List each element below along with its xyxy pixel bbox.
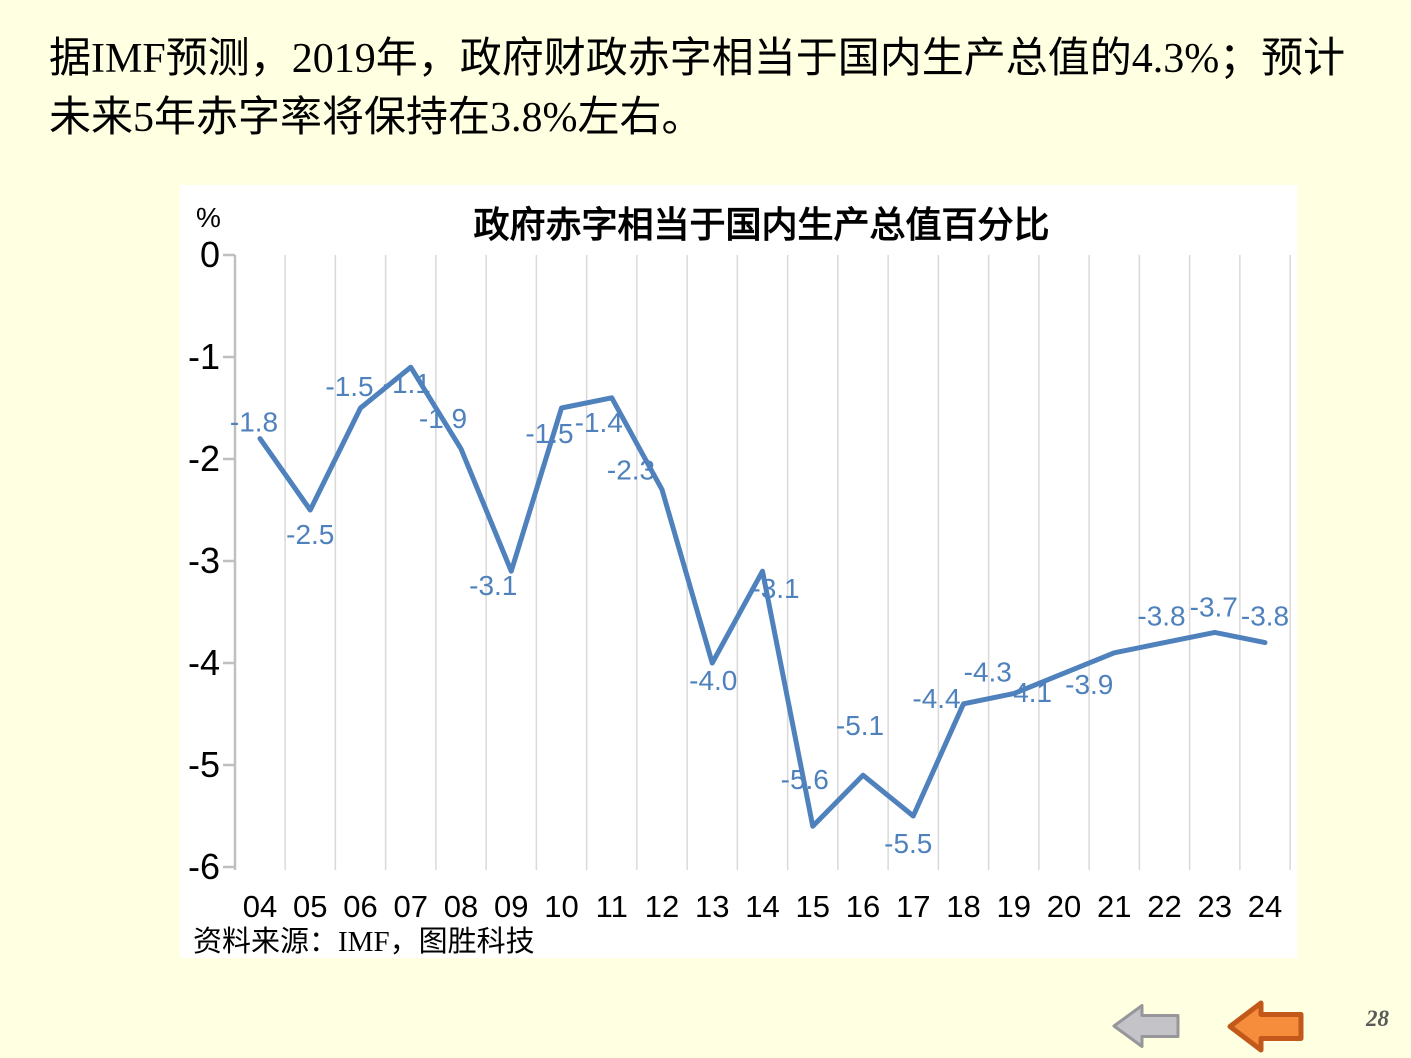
x-tick-label: 13 — [695, 889, 729, 924]
y-tick-label: -5 — [188, 744, 220, 785]
x-tick-label: 11 — [596, 889, 628, 924]
data-label: -4.3 — [964, 657, 1012, 688]
y-tick-label: -2 — [188, 438, 220, 479]
data-label: -4.1 — [1004, 677, 1052, 708]
gray-left-arrow-icon — [1112, 1004, 1180, 1048]
x-tick-label: 08 — [444, 889, 478, 924]
y-tick-label: -3 — [188, 540, 220, 581]
x-tick-label: 16 — [846, 889, 880, 924]
data-label: -1.4 — [575, 407, 623, 438]
data-label: -3.9 — [1065, 669, 1113, 700]
y-tick-label: 0 — [200, 234, 220, 275]
x-tick-label: 24 — [1248, 889, 1282, 924]
orange-left-arrow-icon — [1227, 1000, 1304, 1053]
data-label: -5.1 — [836, 710, 884, 741]
x-tick-label: 18 — [946, 889, 980, 924]
data-label: -4.4 — [912, 683, 960, 714]
y-tick-label: -4 — [188, 642, 220, 683]
x-tick-label: 12 — [645, 889, 679, 924]
data-label: -3.1 — [469, 570, 517, 601]
data-label: -4.0 — [689, 665, 737, 696]
data-label: -1.5 — [525, 418, 573, 449]
data-label: -2.5 — [286, 519, 334, 550]
nav-forward-button[interactable] — [1227, 1000, 1304, 1053]
data-label: -5.5 — [884, 828, 932, 859]
x-tick-label: 15 — [796, 889, 830, 924]
data-label: -3.7 — [1190, 591, 1238, 622]
x-tick-label: 19 — [997, 889, 1031, 924]
x-tick-label: 07 — [394, 889, 428, 924]
data-label: -1.8 — [230, 407, 278, 438]
source-note: 资料来源：IMF，图胜科技 — [193, 926, 535, 958]
x-tick-label: 23 — [1198, 889, 1232, 924]
x-tick-label: 17 — [896, 889, 930, 924]
x-tick-label: 21 — [1097, 889, 1131, 924]
x-tick-label: 09 — [494, 889, 528, 924]
x-tick-label: 10 — [544, 889, 578, 924]
chart-canvas: 0 -1 -2 -3 -4 -5 -6 04 05 06 07 08 09 10 11 12 13 14 15 16 1… — [188, 234, 1291, 924]
data-label: -3.8 — [1137, 601, 1185, 632]
data-label: -1.9 — [419, 403, 467, 434]
x-tick-label: 06 — [343, 889, 377, 924]
nav-back-button[interactable] — [1112, 1003, 1180, 1049]
y-tick-label: -1 — [188, 336, 220, 377]
x-tick-label: 14 — [745, 889, 779, 924]
data-label: -3.1 — [751, 573, 799, 604]
y-tick-label: -6 — [188, 846, 220, 887]
deficit-line — [257, 364, 1268, 829]
data-label: -5.6 — [781, 764, 829, 795]
header-text: 据IMF预测，2019年，政府财政赤字相当于国内生产总值的4.3%；预计未来5年… — [49, 36, 1346, 141]
x-tick-label: 22 — [1147, 889, 1181, 924]
page-number: 28 — [1366, 1006, 1389, 1031]
x-tick-label: 04 — [243, 889, 277, 924]
x-tick-label: 05 — [293, 889, 327, 924]
y-axis-unit-label: % — [196, 202, 221, 233]
data-label: -1.5 — [325, 371, 373, 402]
x-tick-label: 20 — [1047, 889, 1081, 924]
data-label: -3.8 — [1241, 601, 1289, 632]
data-label: -2.3 — [607, 455, 655, 486]
chart: 政府赤字相当于国内生产总值百分比 % 0 -1 -2 -3 -4 -5 -6 04 05 06 07… — [180, 185, 1297, 958]
data-label: -1.1 — [383, 368, 431, 399]
chart-title: 政府赤字相当于国内生产总值百分比 — [473, 205, 1050, 245]
